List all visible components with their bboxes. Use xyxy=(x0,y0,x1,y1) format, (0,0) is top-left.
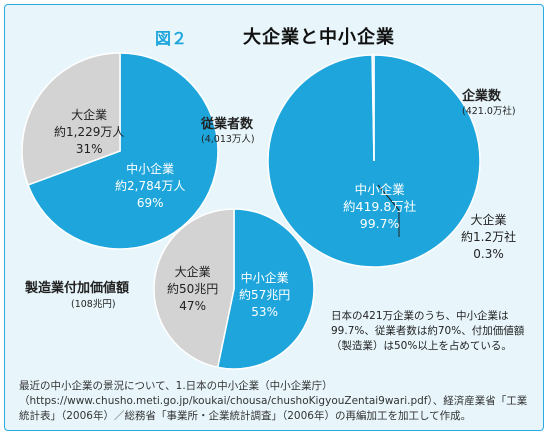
slice-name: 中小企業 xyxy=(240,271,289,285)
employees-sme-label: 中小企業 約2,784万人 69% xyxy=(115,161,185,212)
slice-percent: 53% xyxy=(251,305,278,319)
slice-percent: 99.7% xyxy=(359,216,400,231)
pie-slice-sme xyxy=(216,208,315,370)
pie-slice-large xyxy=(153,208,235,369)
companies-sme-label: 中小企業 約419.8万社 99.7% xyxy=(343,181,416,232)
companies-large-label: 大企業 約1.2万社 0.3% xyxy=(461,212,516,263)
slice-name: 大企業 xyxy=(470,213,507,227)
slice-name: 中小企業 xyxy=(126,162,175,176)
pie-slice-sme xyxy=(27,52,219,250)
slice-name: 大企業 xyxy=(71,108,108,122)
pie-slice-large xyxy=(21,52,121,186)
value-added-title: 製造業付加価値額 xyxy=(25,281,130,296)
figure-frame: 図２ 大企業と中小企業 大企業 約1,229万人 31% 中小企業 約2,784… xyxy=(4,4,544,431)
slice-percent: 69% xyxy=(136,196,164,210)
slice-value: 約57兆円 xyxy=(239,288,291,302)
value-added-subtitle: (108兆円) xyxy=(71,299,116,310)
pie-companies xyxy=(267,54,481,268)
pie-charts xyxy=(21,52,481,370)
pie-value-added xyxy=(153,208,315,370)
value-added-large-label: 大企業 約50兆円 47% xyxy=(167,264,218,315)
slice-percent: 31% xyxy=(75,142,103,156)
slice-name: 中小企業 xyxy=(354,182,405,197)
slice-value: 約1.2万社 xyxy=(461,230,517,244)
value-added-sme-label: 中小企業 約57兆円 53% xyxy=(239,270,290,321)
slice-value: 約50兆円 xyxy=(167,282,219,296)
slice-value: 約2,784万人 xyxy=(115,179,186,193)
companies-title: 企業数 xyxy=(462,89,502,104)
figure-number: 図２ xyxy=(155,29,188,48)
pie-slice-large xyxy=(371,54,375,162)
figure-title: 大企業と中小企業 xyxy=(243,27,395,48)
employees-subtitle: (4,013万人) xyxy=(201,134,255,145)
slice-name: 大企業 xyxy=(174,265,211,279)
source-text: 最近の中小企業の景況について、1.日本の中小企業（中小企業庁）（https://… xyxy=(19,380,528,422)
employees-title: 従業者数 xyxy=(201,117,254,132)
companies-subtitle: (421.0万社) xyxy=(462,106,516,117)
pie-employees xyxy=(21,52,219,250)
slice-value: 約419.8万社 xyxy=(343,199,417,214)
employees-large-label: 大企業 約1,229万人 31% xyxy=(54,107,124,158)
slice-percent: 0.3% xyxy=(473,247,504,261)
slice-value: 約1,229万人 xyxy=(54,125,125,139)
slice-percent: 47% xyxy=(179,299,206,313)
summary-note: 日本の421万企業のうち、中小企業は99.7%、従業者数は約70%、付加価値額（… xyxy=(331,310,525,352)
leader-line xyxy=(377,184,400,211)
